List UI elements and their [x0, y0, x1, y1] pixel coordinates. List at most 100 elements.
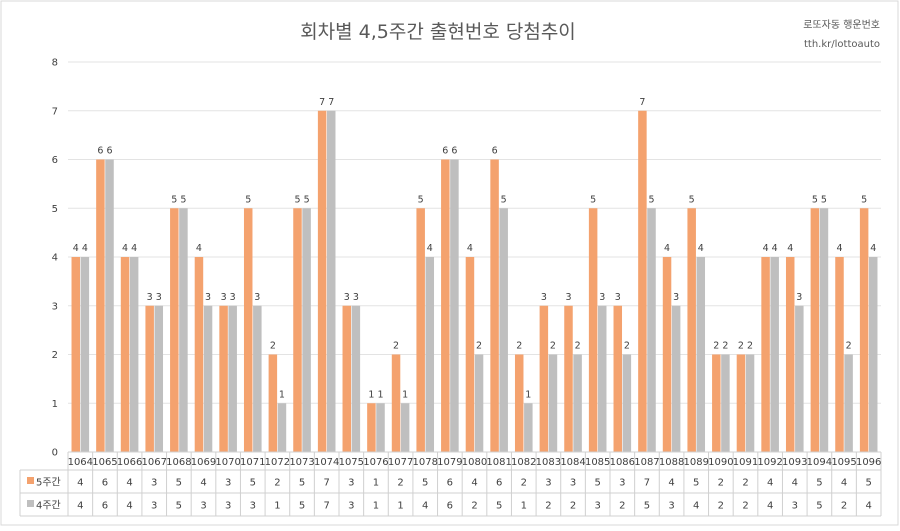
data-label-5week: 1 — [368, 389, 374, 400]
bar-4week — [425, 257, 435, 452]
data-label-4week: 2 — [476, 341, 482, 352]
bar-5week — [613, 305, 623, 452]
x-category-label: 1082 — [511, 457, 536, 468]
bar-5week — [342, 305, 352, 452]
x-category-label: 1066 — [117, 457, 142, 468]
table-cell-5week: 5 — [693, 478, 699, 489]
legend-label-5week: 5주간 — [36, 477, 61, 489]
data-label-4week: 2 — [846, 341, 852, 352]
x-category-label: 1092 — [757, 457, 782, 468]
table-cell-5week: 4 — [767, 478, 773, 489]
bar-4week — [868, 257, 878, 452]
bar-5week — [588, 208, 598, 452]
data-label-4week: 5 — [180, 194, 186, 205]
bar-4week — [179, 208, 188, 452]
table-cell-4week: 5 — [644, 501, 650, 512]
bar-5week — [243, 208, 253, 452]
data-label-4week: 2 — [624, 341, 630, 352]
bar-5week — [514, 354, 524, 452]
x-category-label: 1095 — [831, 457, 856, 468]
table-cell-5week: 7 — [644, 478, 650, 489]
table-cell-4week: 4 — [693, 501, 699, 512]
data-label-5week: 2 — [516, 341, 522, 352]
data-label-5week: 4 — [664, 243, 670, 254]
x-category-label: 1065 — [92, 457, 117, 468]
table-cell-5week: 5 — [865, 478, 871, 489]
data-label-4week: 3 — [673, 292, 679, 303]
y-tick-label: 5 — [52, 204, 58, 215]
data-label-5week: 5 — [689, 194, 695, 205]
bar-4week — [80, 257, 90, 452]
bar-4week — [302, 208, 311, 452]
table-cell-5week: 3 — [225, 478, 231, 489]
data-label-5week: 2 — [738, 341, 744, 352]
data-label-5week: 3 — [147, 292, 153, 303]
bar-5week — [120, 257, 130, 452]
table-cell-4week: 5 — [816, 501, 822, 512]
table-cell-5week: 5 — [176, 478, 182, 489]
bar-4week — [450, 159, 459, 452]
bar-4week — [474, 354, 484, 452]
data-label-4week: 1 — [377, 389, 383, 400]
data-label-4week: 1 — [525, 389, 531, 400]
bar-5week — [761, 257, 770, 452]
data-label-4week: 3 — [230, 292, 236, 303]
bar-4week — [721, 354, 730, 452]
x-category-label: 1073 — [289, 457, 314, 468]
table-cell-4week: 6 — [102, 501, 108, 512]
x-category-label: 1071 — [240, 457, 265, 468]
x-category-label: 1089 — [684, 457, 709, 468]
x-category-label: 1069 — [191, 457, 216, 468]
data-table: 1064441065661066441067331068551069431070… — [19, 451, 882, 517]
table-cell-5week: 3 — [619, 478, 625, 489]
table-cell-4week: 5 — [176, 501, 182, 512]
x-category-label: 1090 — [708, 457, 733, 468]
table-cell-4week: 2 — [619, 501, 625, 512]
table-cell-4week: 5 — [496, 501, 502, 512]
bar-4week — [844, 354, 853, 452]
table-cell-5week: 4 — [471, 478, 477, 489]
bar-5week — [293, 208, 302, 452]
bar-5week — [367, 403, 376, 452]
table-cell-4week: 1 — [373, 501, 379, 512]
data-label-4week: 2 — [722, 341, 728, 352]
bar-4week — [548, 354, 558, 452]
legend-swatch-5week — [27, 477, 34, 484]
table-cell-5week: 4 — [200, 478, 206, 489]
bar-5week — [145, 305, 154, 452]
data-label-4week: 1 — [279, 389, 285, 400]
bar-4week — [573, 354, 582, 452]
bar-5week — [687, 208, 696, 452]
data-label-5week: 5 — [418, 194, 424, 205]
bar-5week — [564, 305, 573, 452]
bar-5week — [785, 257, 795, 452]
data-label-5week: 3 — [344, 292, 350, 303]
data-label-5week: 4 — [73, 243, 79, 254]
data-label-5week: 3 — [565, 292, 571, 303]
x-category-label: 1068 — [166, 457, 191, 468]
table-cell-4week: 4 — [422, 501, 428, 512]
bar-5week — [194, 257, 204, 452]
table-cell-5week: 6 — [496, 478, 502, 489]
y-axis-ticks: 0 1 2 3 4 5 6 7 8 — [52, 58, 58, 459]
table-cell-4week: 3 — [225, 501, 231, 512]
bar-4week — [622, 354, 632, 452]
bar-4week — [400, 403, 410, 452]
data-label-5week: 5 — [245, 194, 251, 205]
data-label-5week: 4 — [122, 243, 128, 254]
data-label-5week: 4 — [787, 243, 793, 254]
bar-4week — [228, 305, 237, 452]
table-cell-5week: 2 — [397, 478, 403, 489]
chart-title: 회차별 4,5주간 출현번호 당첨추이 — [300, 21, 576, 43]
x-category-label: 1064 — [68, 457, 93, 468]
watermark-line2: tth.kr/lottoauto — [804, 39, 880, 50]
x-category-label: 1070 — [215, 457, 240, 468]
y-tick-label: 4 — [52, 253, 58, 264]
table-cell-4week: 4 — [767, 501, 773, 512]
table-cell-4week: 2 — [742, 501, 748, 512]
bar-4week — [671, 305, 681, 452]
bar-4week — [253, 305, 262, 452]
data-label-5week: 3 — [541, 292, 547, 303]
table-cell-5week: 2 — [742, 478, 748, 489]
